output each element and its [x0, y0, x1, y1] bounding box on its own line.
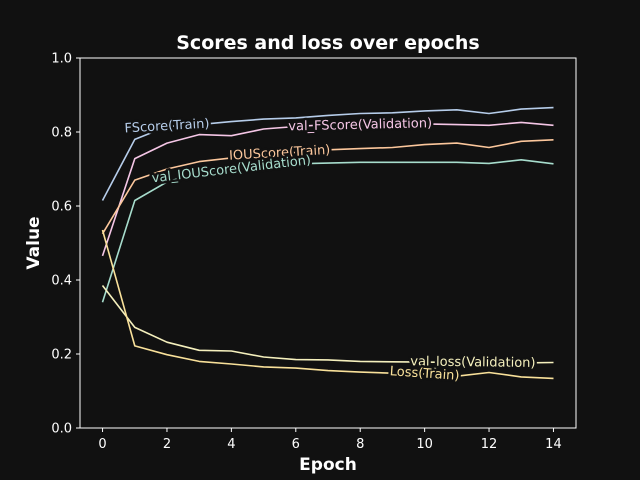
x-axis-label: Epoch: [299, 455, 357, 475]
x-tick-label: 4: [227, 437, 235, 452]
series-line-val-fscore-validation: [101, 121, 554, 257]
x-tick-label: 0: [98, 437, 106, 452]
y-tick-label: 0.4: [51, 274, 72, 289]
x-tick-label: 2: [163, 437, 171, 452]
series-line-fscore-train: [101, 106, 554, 201]
y-tick-label: 0.8: [51, 126, 72, 141]
x-tick-label: 12: [481, 437, 498, 452]
y-tick-label: 1.0: [51, 52, 72, 67]
series-line-val-loss-validation: [101, 285, 554, 364]
chart-title: Scores and loss over epochs: [176, 32, 480, 54]
line-label-group: val_FScore(Validation): [286, 114, 435, 137]
line-label-val-fscore-validation: val_FScore(Validation): [288, 116, 432, 134]
series-line-iouscore-train: [101, 139, 554, 235]
x-tick-label: 6: [292, 437, 300, 452]
y-tick-label: 0.6: [51, 200, 72, 215]
y-tick-label: 0.2: [51, 348, 72, 363]
series-line-val-iouscore-validation: [101, 159, 554, 303]
x-tick-label: 10: [416, 437, 433, 452]
line-label-val-loss-validation: val_loss(Validation): [410, 354, 535, 371]
plot-frame: [79, 57, 577, 429]
y-axis-label: Value: [24, 216, 44, 269]
series-line-loss-train: [101, 229, 554, 380]
series-layer: [101, 106, 554, 380]
line-label-group: val_loss(Validation): [408, 352, 538, 374]
ticks-layer: 0 2 4 6 8 10 12 14 0.0 0.2 0.4 0.6 0.8 1.0: [51, 52, 561, 453]
y-tick-label: 0.0: [51, 422, 72, 437]
x-tick-label: 8: [356, 437, 364, 452]
x-tick-label: 14: [545, 437, 562, 452]
